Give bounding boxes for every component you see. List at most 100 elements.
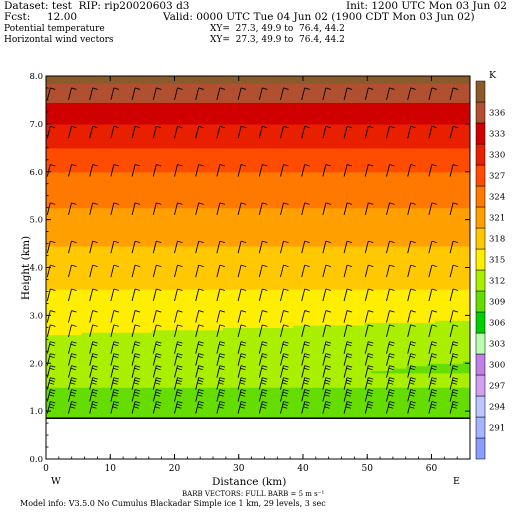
theta-cell bbox=[201, 377, 210, 381]
theta-cell bbox=[229, 370, 238, 374]
theta-cell bbox=[307, 387, 316, 391]
theta-cell bbox=[74, 286, 82, 290]
theta-cell bbox=[250, 356, 259, 360]
theta-cell bbox=[53, 284, 61, 288]
theta-cell bbox=[74, 265, 82, 269]
theta-cell bbox=[286, 399, 294, 403]
theta-cell bbox=[229, 267, 238, 271]
theta-cell bbox=[166, 346, 174, 350]
theta-cell bbox=[194, 296, 203, 300]
theta-cell bbox=[462, 339, 470, 343]
theta-cell bbox=[286, 353, 294, 357]
theta-cell bbox=[328, 380, 337, 383]
theta-cell bbox=[328, 265, 337, 269]
theta-cell bbox=[187, 377, 195, 381]
theta-cell bbox=[173, 348, 181, 352]
theta-cell bbox=[385, 375, 393, 379]
theta-cell bbox=[250, 415, 259, 419]
theta-cell bbox=[434, 389, 443, 393]
theta-cell bbox=[243, 411, 252, 415]
theta-cell bbox=[258, 372, 266, 376]
theta-cell bbox=[406, 415, 415, 419]
theta-cell bbox=[159, 396, 167, 400]
theta-cell bbox=[229, 341, 238, 345]
theta-cell bbox=[441, 382, 450, 386]
theta-cell bbox=[81, 372, 89, 376]
theta-cell bbox=[413, 384, 422, 388]
theta-cell bbox=[335, 396, 344, 400]
theta-cell bbox=[130, 262, 139, 266]
theta-cell bbox=[300, 298, 309, 302]
theta-cell bbox=[279, 332, 287, 336]
theta-cell bbox=[342, 312, 351, 316]
theta-cell bbox=[130, 301, 139, 305]
theta-cell bbox=[272, 403, 280, 407]
theta-cell bbox=[321, 332, 330, 336]
theta-cell bbox=[427, 411, 436, 415]
theta-cell bbox=[81, 368, 89, 372]
theta-cell bbox=[349, 336, 358, 340]
theta-cell bbox=[286, 344, 294, 348]
theta-cell bbox=[229, 375, 238, 379]
theta-cell bbox=[321, 279, 330, 283]
theta-cell bbox=[144, 341, 153, 345]
theta-cell bbox=[208, 365, 217, 369]
theta-cell bbox=[74, 257, 82, 261]
theta-cell bbox=[328, 289, 337, 293]
theta-cell bbox=[272, 370, 280, 374]
theta-cell bbox=[60, 334, 68, 338]
theta-cell bbox=[53, 274, 61, 278]
theta-cell bbox=[349, 408, 358, 412]
theta-cell bbox=[406, 303, 415, 307]
theta-cell bbox=[102, 389, 111, 393]
theta-cell bbox=[208, 305, 217, 309]
theta-cell bbox=[307, 274, 316, 278]
theta-cell bbox=[130, 312, 139, 316]
theta-cell bbox=[455, 291, 464, 295]
theta-cell bbox=[265, 320, 273, 324]
theta-cell bbox=[102, 317, 111, 321]
theta-cell bbox=[137, 396, 146, 400]
theta-cell bbox=[342, 320, 351, 324]
theta-cell bbox=[371, 368, 379, 372]
theta-cell bbox=[53, 286, 61, 290]
theta-cell bbox=[314, 334, 323, 338]
theta-cell bbox=[152, 375, 160, 379]
theta-cell bbox=[53, 334, 61, 338]
theta-cell bbox=[455, 356, 464, 360]
theta-cell bbox=[427, 336, 436, 340]
theta-cell bbox=[123, 317, 132, 321]
theta-cell bbox=[455, 260, 464, 264]
theta-cell bbox=[356, 394, 365, 398]
theta-cell bbox=[300, 303, 309, 307]
theta-cell bbox=[173, 339, 181, 343]
theta-cell bbox=[109, 408, 118, 412]
theta-cell bbox=[378, 269, 386, 273]
theta-cell bbox=[335, 334, 344, 338]
theta-cell bbox=[81, 344, 89, 348]
theta-cell bbox=[399, 322, 407, 326]
theta-cell bbox=[434, 408, 443, 412]
theta-cell bbox=[335, 413, 344, 417]
theta-cell bbox=[81, 396, 89, 400]
theta-cell bbox=[152, 320, 160, 324]
theta-cell bbox=[109, 303, 118, 307]
theta-cell bbox=[371, 298, 379, 302]
theta-cell bbox=[385, 260, 393, 264]
theta-cell bbox=[406, 384, 415, 388]
theta-cell bbox=[180, 382, 188, 386]
theta-cell bbox=[279, 360, 287, 364]
theta-cell bbox=[137, 339, 146, 343]
theta-cell bbox=[123, 269, 132, 273]
theta-cell bbox=[441, 346, 450, 350]
theta-cell bbox=[74, 298, 82, 302]
theta-cell bbox=[60, 384, 68, 388]
theta-cell bbox=[434, 370, 443, 374]
theta-cell bbox=[166, 296, 174, 300]
theta-cell bbox=[448, 339, 457, 343]
theta-cell bbox=[109, 382, 118, 386]
theta-cell bbox=[335, 411, 344, 415]
theta-cell bbox=[222, 322, 231, 326]
theta-cell bbox=[371, 377, 379, 381]
theta-cell bbox=[378, 281, 386, 285]
